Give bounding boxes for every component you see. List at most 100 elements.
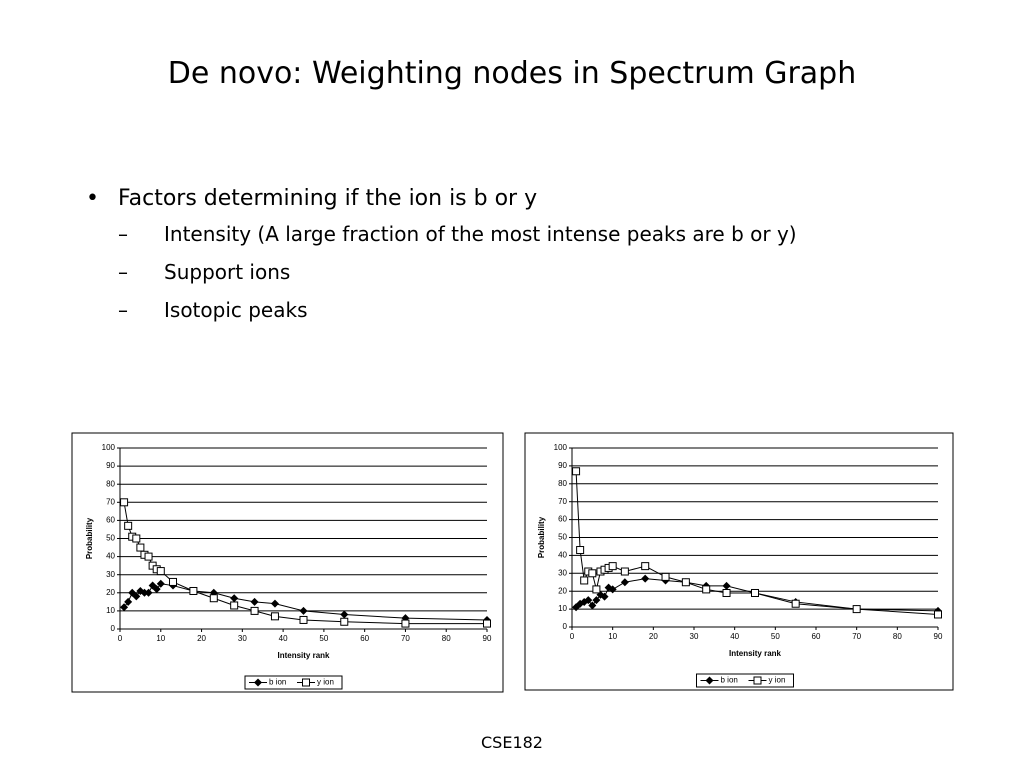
y-tick-label: 40: [106, 552, 115, 561]
y-tick-label: 50: [558, 533, 567, 542]
marker: [120, 603, 129, 612]
marker: [608, 562, 617, 571]
y-tick-label: 70: [106, 497, 115, 506]
sub-bullet: Support ions: [118, 259, 918, 285]
marker: [299, 615, 308, 624]
x-tick-label: 30: [690, 632, 699, 641]
marker: [600, 592, 609, 601]
legend-label: y ion: [769, 676, 786, 685]
x-tick-label: 90: [934, 632, 943, 641]
marker: [641, 574, 650, 583]
marker: [340, 617, 349, 626]
marker: [751, 588, 759, 597]
slide-title: De novo: Weighting nodes in Spectrum Gra…: [167, 56, 857, 91]
y-tick-label: 90: [106, 461, 115, 470]
marker: [584, 596, 593, 605]
marker: [302, 678, 310, 687]
marker: [169, 577, 178, 586]
marker: [722, 581, 731, 590]
bullet: Factors determining if the ion is b or y: [86, 186, 918, 211]
marker: [588, 569, 597, 578]
marker: [705, 676, 714, 685]
marker: [852, 605, 861, 614]
marker: [230, 601, 239, 610]
marker: [254, 678, 262, 687]
marker: [592, 596, 601, 605]
marker: [189, 586, 198, 595]
marker: [270, 599, 279, 608]
x-tick-label: 70: [852, 632, 861, 641]
x-tick-label: 40: [730, 632, 739, 641]
legend-label: b ion: [269, 678, 286, 687]
marker: [620, 578, 629, 587]
x-tick-label: 10: [156, 634, 165, 643]
marker: [270, 612, 279, 621]
marker: [250, 597, 259, 606]
x-tick-label: 20: [649, 632, 658, 641]
y-tick-label: 10: [106, 606, 115, 615]
marker: [401, 619, 410, 628]
y-tick-label: 30: [106, 570, 115, 579]
marker: [156, 567, 165, 576]
sub-bullet: Intensity (A large fraction of the most …: [118, 221, 918, 247]
marker: [661, 572, 670, 581]
x-axis-label: Intensity rank: [277, 651, 330, 660]
y-tick-label: 0: [111, 624, 116, 633]
x-axis-label: Intensity rank: [729, 649, 782, 658]
chart-frame: [524, 432, 954, 691]
marker: [140, 588, 149, 597]
marker: [934, 610, 942, 619]
x-tick-label: 50: [319, 634, 328, 643]
marker: [592, 585, 601, 594]
y-tick-label: 100: [554, 443, 568, 452]
sub-list: Intensity (A large fraction of the most …: [118, 221, 918, 323]
chart-frame: [71, 432, 504, 693]
y-tick-label: 90: [558, 461, 567, 470]
marker: [209, 594, 218, 603]
marker: [641, 562, 650, 571]
legend-label: b ion: [721, 676, 738, 685]
marker: [681, 578, 690, 587]
marker: [580, 576, 589, 585]
marker: [132, 592, 141, 601]
y-tick-label: 60: [106, 516, 115, 525]
y-tick-label: 30: [558, 568, 567, 577]
marker: [124, 521, 133, 530]
x-tick-label: 50: [771, 632, 780, 641]
y-tick-label: 80: [558, 479, 567, 488]
y-tick-label: 10: [558, 604, 567, 613]
x-tick-label: 0: [118, 634, 123, 643]
marker: [120, 498, 129, 507]
x-tick-label: 70: [401, 634, 410, 643]
y-tick-label: 60: [558, 515, 567, 524]
y-tick-label: 70: [558, 497, 567, 506]
marker: [136, 543, 145, 552]
legend-box: [244, 675, 343, 690]
marker: [132, 534, 141, 543]
marker: [152, 585, 161, 594]
x-tick-label: 80: [442, 634, 451, 643]
marker: [588, 601, 597, 610]
sub-bullet: Isotopic peaks: [118, 297, 918, 323]
y-axis-label: Probability: [537, 516, 546, 558]
legend-box: [696, 673, 794, 688]
marker: [156, 579, 165, 588]
marker: [250, 606, 259, 615]
y-axis-label: Probability: [85, 517, 94, 559]
x-tick-label: 60: [360, 634, 369, 643]
y-tick-label: 0: [563, 622, 568, 631]
marker: [620, 567, 629, 576]
y-tick-label: 50: [106, 534, 115, 543]
marker: [753, 676, 762, 685]
marker: [576, 546, 585, 555]
y-tick-label: 100: [102, 443, 116, 452]
y-tick-label: 40: [558, 551, 567, 560]
footer: CSE182: [481, 733, 543, 752]
x-tick-label: 10: [608, 632, 617, 641]
marker: [230, 594, 239, 603]
marker: [144, 552, 153, 561]
y-tick-label: 20: [558, 586, 567, 595]
marker: [483, 619, 491, 628]
